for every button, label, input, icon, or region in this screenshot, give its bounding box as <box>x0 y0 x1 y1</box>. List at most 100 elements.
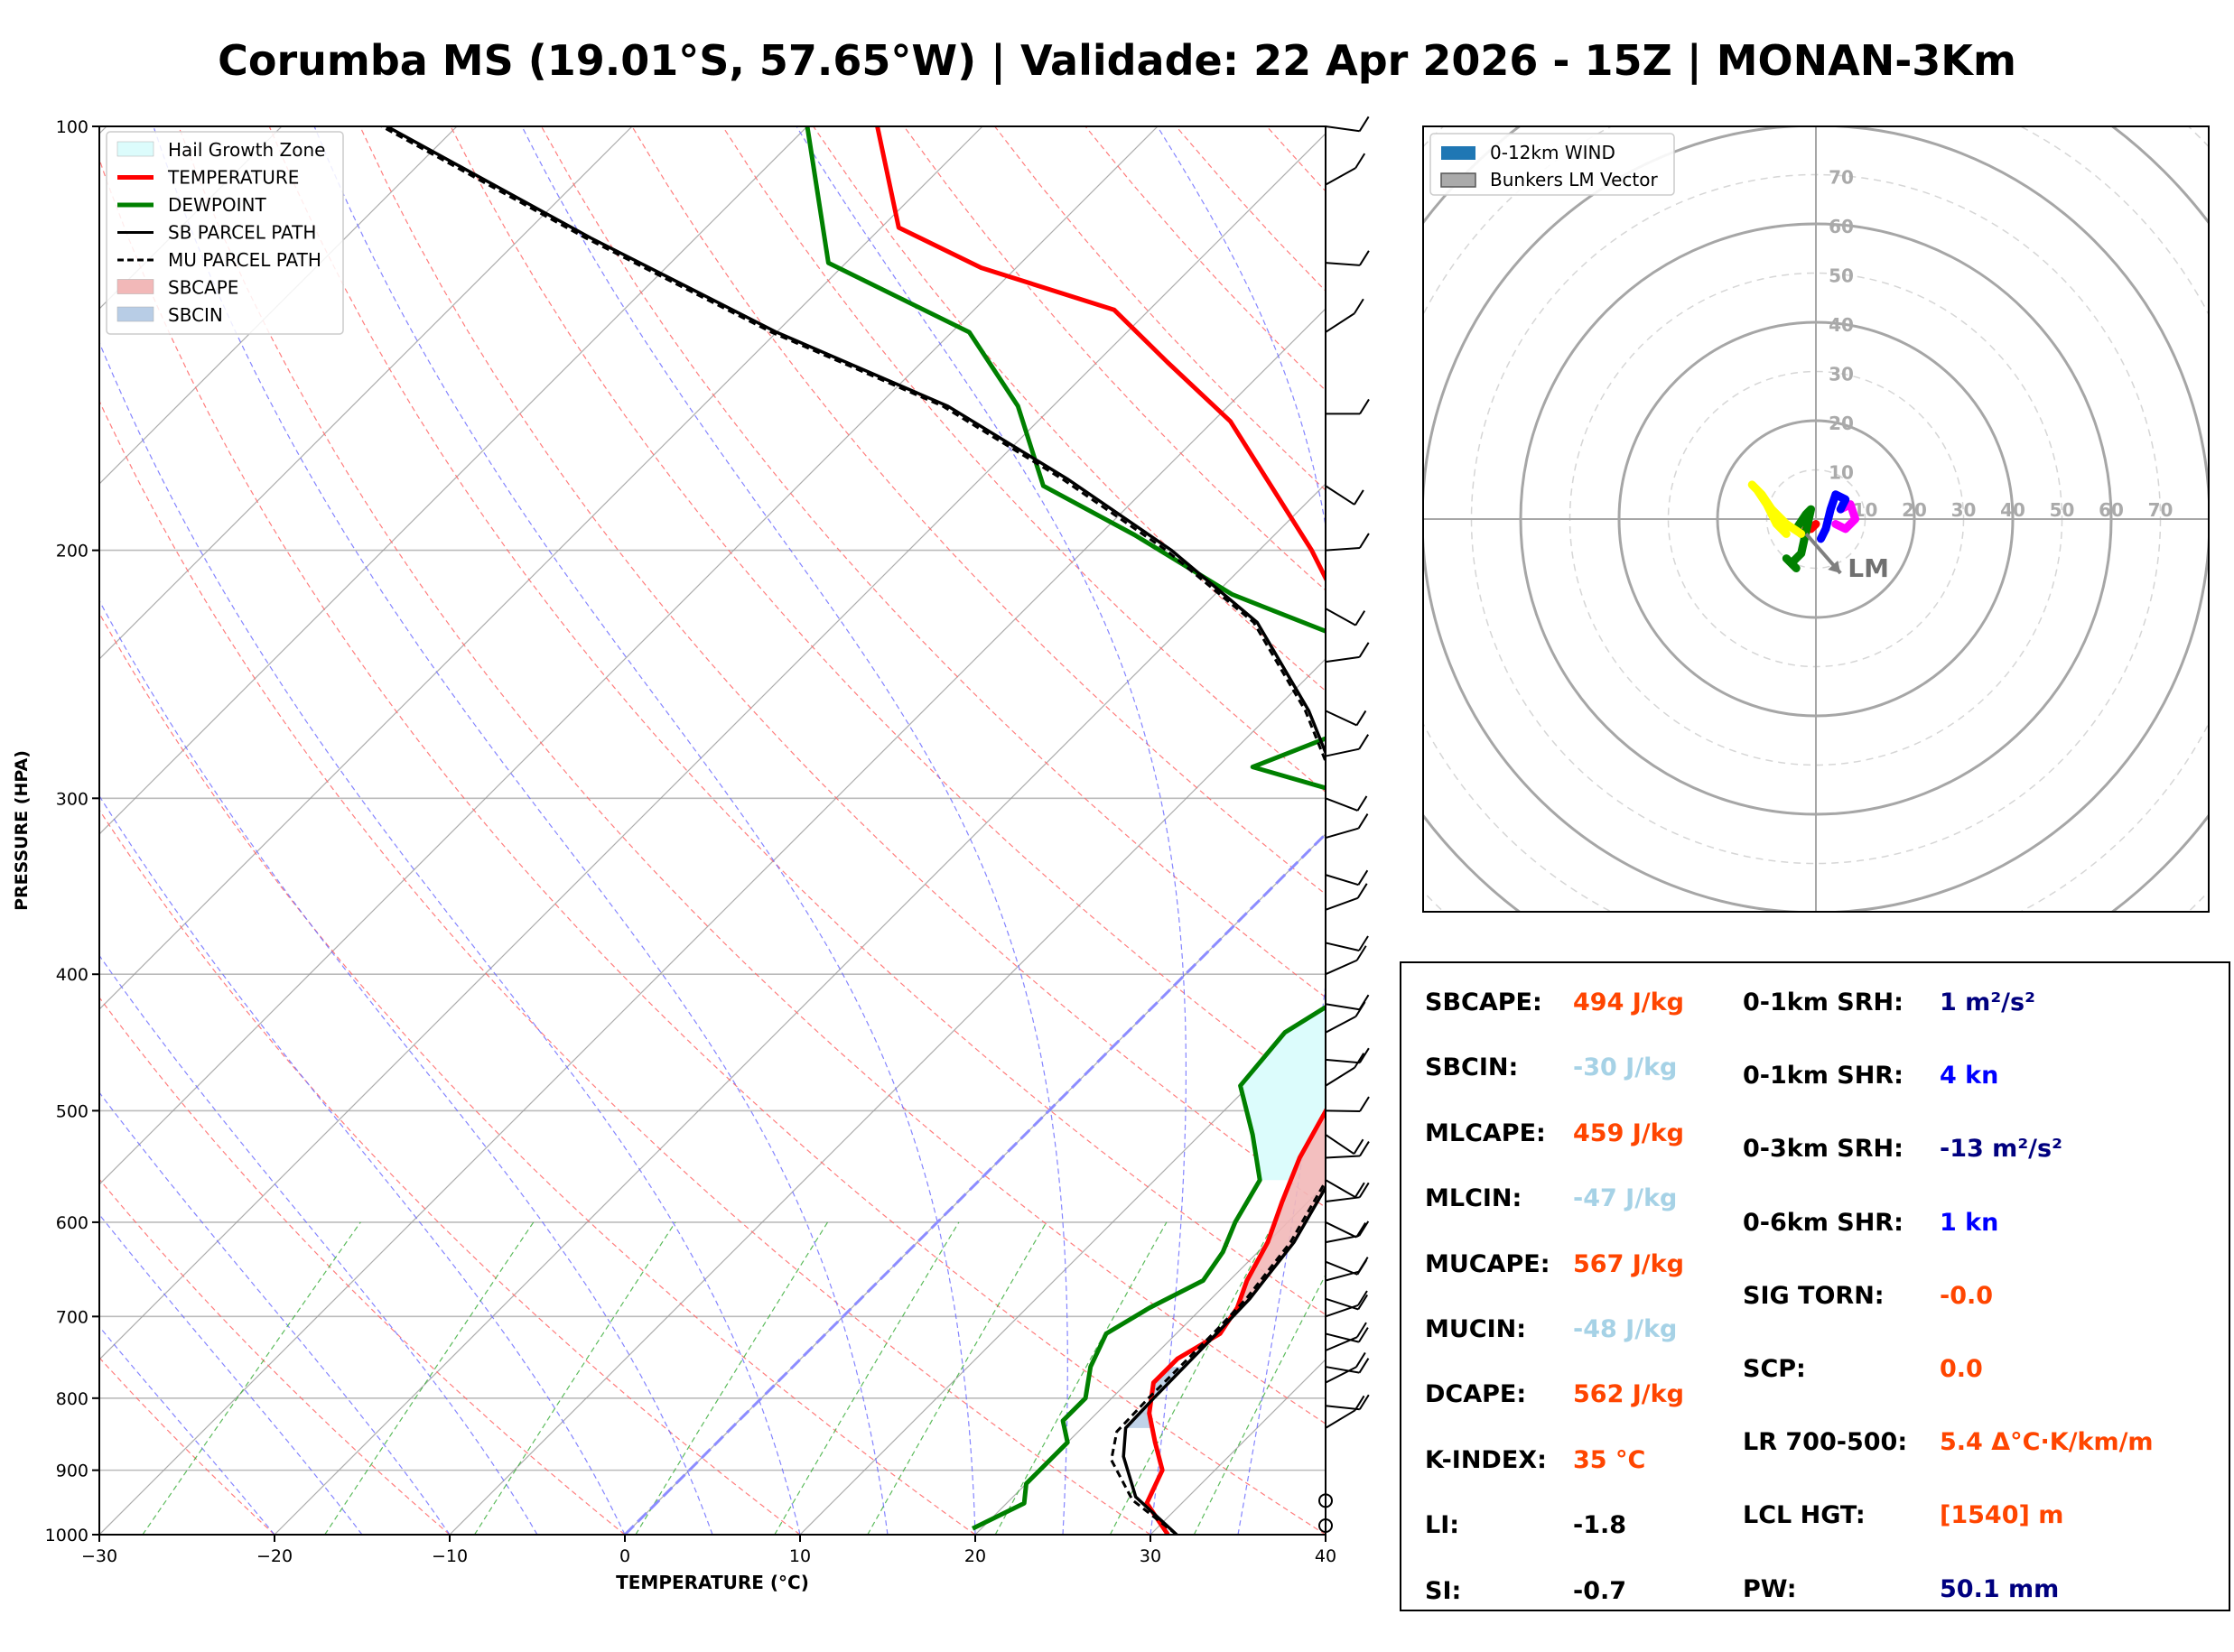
legend-label: DEWPOINT <box>168 194 266 216</box>
wind-barb <box>1325 1260 1358 1276</box>
wind-barb-flag <box>1359 250 1370 266</box>
moist-adiabat <box>99 599 713 1535</box>
index-label: 0-6km SHR: <box>1743 1208 1904 1237</box>
wind-barb <box>1325 1016 1357 1034</box>
wind-barb-flag <box>1354 1182 1365 1198</box>
wind-barb-flag <box>1354 610 1366 626</box>
wind-barb-flag <box>1358 642 1370 658</box>
dry-adiabat <box>99 1178 451 1535</box>
wind-barb <box>1325 959 1358 976</box>
index-label: SBCIN: <box>1425 1053 1519 1082</box>
legend-label: MU PARCEL PATH <box>168 249 321 271</box>
wind-barb-flag <box>1356 883 1368 899</box>
ring-label: 60 <box>2099 499 2124 521</box>
wind-barb-flag <box>1357 1290 1368 1306</box>
index-label: 0-1km SRH: <box>1743 988 1904 1016</box>
isotherm <box>99 126 458 485</box>
y-tick-label: 300 <box>56 789 88 809</box>
wind-barb <box>1325 1332 1360 1343</box>
mixing-ratio-line <box>1193 1274 1326 1535</box>
indices-panel: SBCAPE: 494 J/kg SBCIN: -30 J/kg MLCAPE: 459 … <box>1400 961 2230 1611</box>
mixing-ratio-line <box>473 1221 676 1535</box>
dry-adiabat <box>99 399 1151 1535</box>
hodograph-ring <box>1225 0 2234 1109</box>
mixing-ratio-line <box>142 1221 361 1535</box>
wind-barb-flag <box>1358 1358 1370 1374</box>
legend-label: SBCAPE <box>168 277 238 299</box>
x-tick-label: −10 <box>432 1546 468 1566</box>
wind-barb-flag <box>1358 994 1370 1010</box>
mixing-ratio-line <box>1109 1221 1275 1535</box>
index-value: 0.0 <box>1940 1355 1983 1383</box>
moist-adiabat <box>153 126 889 1535</box>
moist-adiabat <box>99 1213 363 1535</box>
y-tick-label: 600 <box>56 1213 88 1233</box>
x-axis-label: TEMPERATURE (°C) <box>616 1572 809 1593</box>
wind-barb-flag <box>1357 869 1369 886</box>
index-value: -47 J/kg <box>1573 1184 1678 1213</box>
wind-barb <box>1325 1409 1356 1429</box>
index-value: 4 kn <box>1940 1062 1999 1091</box>
index-value: -30 J/kg <box>1573 1053 1678 1082</box>
index-label: MUCIN: <box>1425 1315 1527 1343</box>
legend-label: TEMPERATURE <box>167 167 299 189</box>
wind-barb <box>1325 1134 1355 1155</box>
wind-barb <box>1325 1058 1360 1064</box>
isotherm <box>99 126 808 835</box>
y-tick-label: 200 <box>56 542 88 561</box>
wind-barb-flag <box>1358 1220 1370 1237</box>
hail-growth-zone <box>1240 1007 1326 1181</box>
hodograph-legend-label: Bunkers LM Vector <box>1490 169 1659 190</box>
wind-barb-flag <box>1354 1053 1365 1069</box>
mixing-ratio-line <box>774 1221 960 1535</box>
index-label: SBCAPE: <box>1425 988 1542 1016</box>
mixing-ratio-line <box>994 1221 1168 1535</box>
wind-barb-flag <box>1356 1322 1367 1338</box>
y-axis-label: PRESSURE (HPA) <box>12 750 32 911</box>
hail-zone-swatch <box>116 141 154 157</box>
wind-barb <box>1325 1179 1356 1199</box>
wind-barb <box>1325 485 1355 506</box>
wind-barb-flag <box>1354 298 1364 314</box>
moist-adiabat <box>99 954 538 1535</box>
freezing-isotherm <box>623 831 1326 1535</box>
hodograph-legend-label: 0-12km WIND <box>1490 142 1615 163</box>
skewt-frame <box>98 125 1326 1536</box>
wind-barb-flag <box>1358 1327 1369 1343</box>
sb-parcel-line <box>386 126 1326 1535</box>
wind-barb <box>1325 1297 1359 1311</box>
wind-swatch <box>1441 146 1475 160</box>
index-value: 567 J/kg <box>1573 1249 1684 1278</box>
index-value: [1540] m <box>1940 1501 2064 1530</box>
legend-label: SB PARCEL PATH <box>168 222 316 244</box>
ring-label: 40 <box>1829 314 1854 336</box>
isotherm <box>99 126 983 1010</box>
wind-barb <box>1325 710 1357 727</box>
index-label: PW: <box>1743 1574 1797 1603</box>
moist-adiabat <box>99 794 626 1535</box>
sbcin-swatch <box>116 306 154 322</box>
index-value: 5.4 Δ°C·K/km/m <box>1940 1428 2154 1457</box>
dry-adiabat <box>813 126 1326 692</box>
wind-barb-flag <box>1354 153 1366 169</box>
index-label: SI: <box>1425 1576 1462 1605</box>
ring-label: 40 <box>2000 499 2025 521</box>
dry-adiabat <box>450 126 1326 1103</box>
wind-barb-flag <box>1353 1138 1364 1155</box>
y-tick-label: 100 <box>56 117 88 137</box>
wind-barb-flag <box>1358 734 1370 750</box>
index-value: -0.0 <box>1940 1281 1994 1310</box>
legend-label: Hail Growth Zone <box>168 139 325 161</box>
legend-label: SBCIN <box>168 304 223 326</box>
ring-label: 10 <box>1829 462 1854 484</box>
wind-barb <box>1325 546 1360 552</box>
mixing-ratio-line <box>635 1221 829 1535</box>
dry-adiabat <box>721 126 1326 794</box>
index-label: LCL HGT: <box>1743 1501 1866 1530</box>
wind-barb <box>1325 1109 1361 1113</box>
wind-barb-flag <box>1356 1259 1368 1276</box>
wind-barb-flag <box>1358 935 1369 951</box>
moist-adiabat <box>99 1325 275 1535</box>
ring-label: 50 <box>2050 499 2075 521</box>
temperature-line <box>875 126 1326 1535</box>
